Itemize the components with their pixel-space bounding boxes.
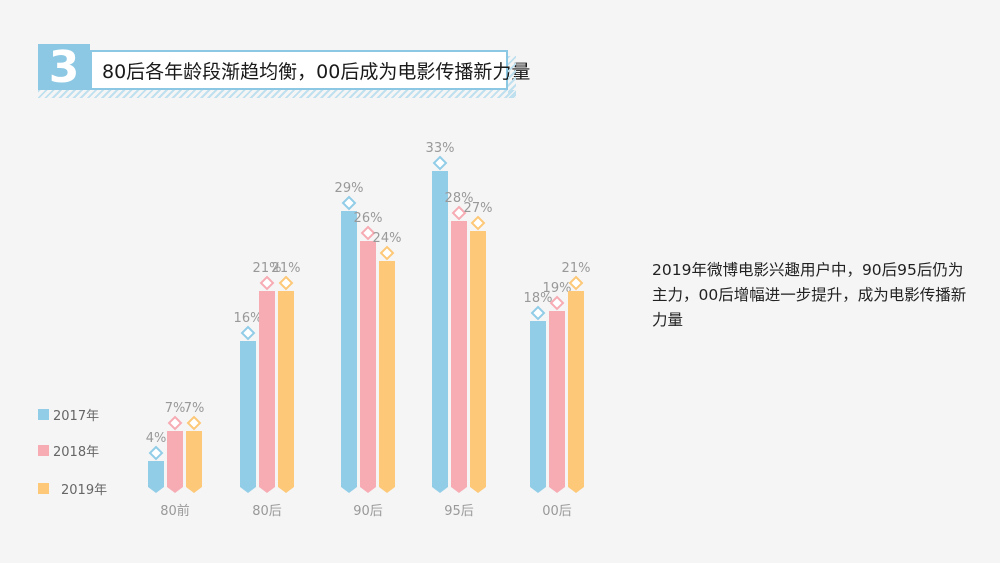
bar-00后-2017年 [530, 321, 546, 493]
bar-cap-95后-2018年 [451, 205, 467, 221]
bar-cap-80后-2017年 [240, 325, 256, 341]
legend-swatch-2017 [38, 409, 49, 420]
data-label-80前-2019年: 7% [184, 401, 205, 416]
title-hatch-decoration [38, 90, 516, 98]
bar-90后-2017年 [341, 211, 357, 493]
bar-80后-2017年 [240, 341, 256, 493]
section-title-box: 80后各年龄段渐趋均衡，00后成为电影传播新力量 [90, 50, 530, 90]
x-tick-label-90后: 90后 [353, 504, 383, 519]
bar-cap-80前-2017年 [148, 445, 164, 461]
bar-95后-2017年 [432, 171, 448, 493]
data-label-80后-2017年: 16% [234, 311, 263, 326]
data-label-95后-2018年: 28% [445, 191, 474, 206]
bar-cap-95后-2019年 [470, 215, 486, 231]
data-label-80前-2017年: 4% [146, 431, 167, 446]
x-tick-label-95后: 95后 [444, 504, 474, 519]
legend-item-2017: 2017年 [38, 405, 99, 424]
bar-cap-90后-2019年 [379, 245, 395, 261]
bar-cap-90后-2018年 [360, 225, 376, 241]
bar-cap-80后-2019年 [278, 275, 294, 291]
data-label-90后-2019年: 24% [373, 231, 402, 246]
x-tick-label-00后: 00后 [542, 504, 572, 519]
bar-00后-2019年 [568, 291, 584, 493]
bar-90后-2019年 [379, 261, 395, 493]
legend-label-2019: 2019年 [61, 483, 108, 498]
section-number: 3 [38, 42, 90, 93]
title-hatch-side-decoration [508, 56, 516, 98]
bar-cap-00后-2017年 [530, 305, 546, 321]
bar-cap-95后-2017年 [432, 155, 448, 171]
data-label-95后-2019年: 27% [464, 201, 493, 216]
bar-cap-90后-2017年 [341, 195, 357, 211]
bar-cap-80后-2018年 [259, 275, 275, 291]
data-label-00后-2017年: 18% [524, 291, 553, 306]
bar-cap-80前-2018年 [167, 415, 183, 431]
page-title: 80后各年龄段渐趋均衡，00后成为电影传播新力量 [102, 60, 531, 83]
legend-item-2019: 2019年 [38, 479, 107, 498]
bar-00后-2018年 [549, 311, 565, 493]
data-label-80前-2018年: 7% [165, 401, 186, 416]
data-label-80后-2019年: 21% [272, 261, 301, 276]
legend-label-2018: 2018年 [53, 445, 100, 460]
bar-80后-2019年 [278, 291, 294, 493]
legend-swatch-2019 [38, 483, 49, 494]
x-tick-label-80前: 80前 [160, 503, 190, 519]
data-label-80后-2018年: 21% [253, 261, 282, 276]
data-label-00后-2019年: 21% [562, 261, 591, 276]
data-label-90后-2017年: 29% [335, 181, 364, 196]
x-tick-label-80后: 80后 [252, 504, 282, 519]
bar-95后-2018年 [451, 221, 467, 493]
bar-cap-00后-2019年 [568, 275, 584, 291]
bar-cap-00后-2018年 [549, 295, 565, 311]
data-label-00后-2018年: 19% [543, 281, 572, 296]
data-label-90后-2018年: 26% [354, 211, 383, 226]
data-label-95后-2017年: 33% [426, 141, 455, 156]
bar-cap-80前-2019年 [186, 415, 202, 431]
bar-80前-2019年 [186, 431, 202, 493]
bar-95后-2019年 [470, 231, 486, 493]
bar-80前-2018年 [167, 431, 183, 493]
bar-80后-2018年 [259, 291, 275, 493]
chart-description: 2019年微博电影兴趣用户中，90后95后仍为主力，00后增幅进一步提升，成为电… [652, 261, 967, 329]
legend-swatch-2018 [38, 445, 49, 456]
legend-item-2018: 2018年 [38, 441, 99, 460]
legend-label-2017: 2017年 [53, 409, 100, 424]
bar-90后-2018年 [360, 241, 376, 493]
bar-80前-2017年 [148, 461, 164, 493]
